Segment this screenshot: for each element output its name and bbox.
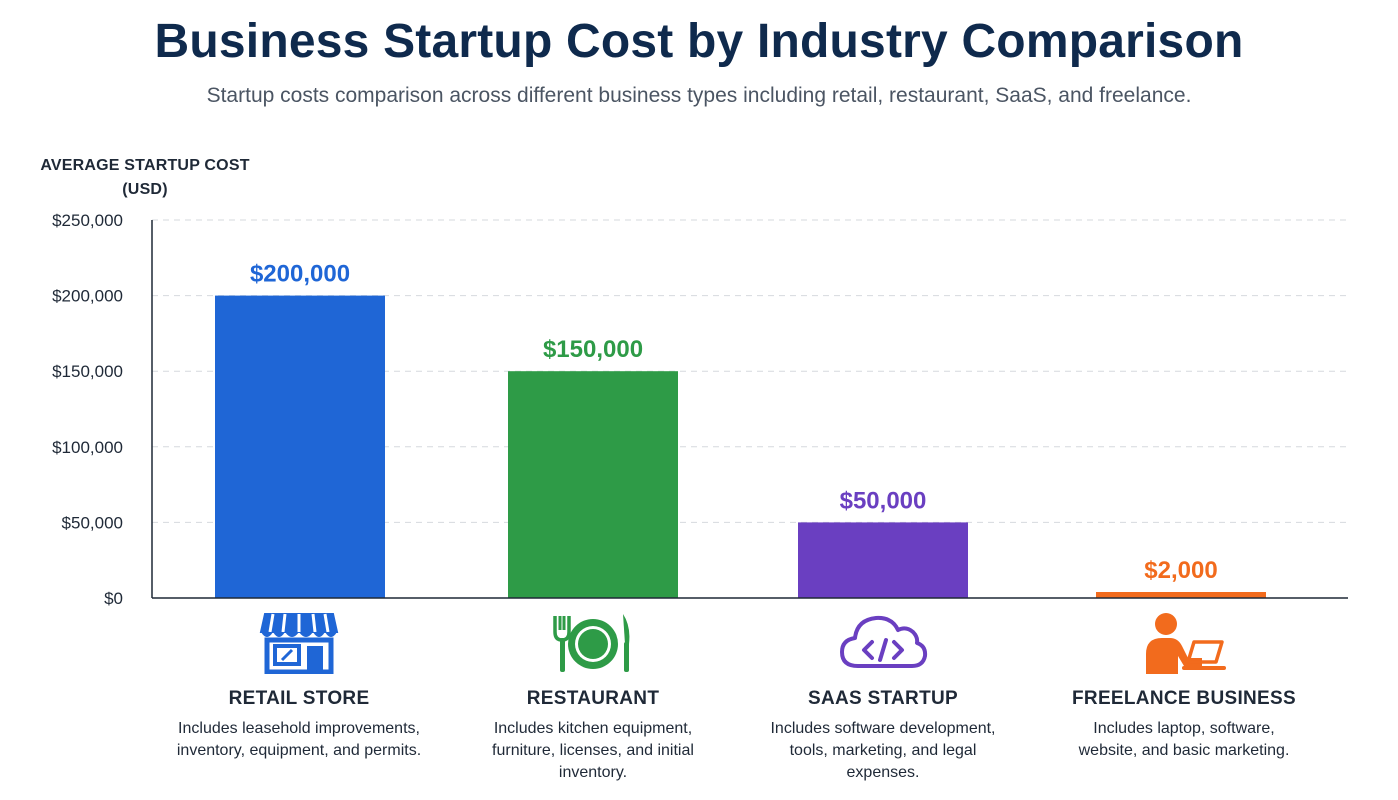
- category-name: SAAS STARTUP: [808, 688, 958, 709]
- bar-value-label: $200,000: [250, 261, 350, 288]
- category-saas: SAAS STARTUP Includes software developme…: [733, 612, 1033, 784]
- bar: [215, 295, 385, 598]
- freelancer-laptop-icon: [1146, 613, 1226, 674]
- category-freelance: FREELANCE BUSINESS Includes laptop, soft…: [1034, 612, 1334, 762]
- category-retail: RETAIL STORE Includes leasehold improvem…: [149, 612, 449, 762]
- y-tick-label: $150,000: [52, 362, 123, 381]
- dining-plate-icon: [553, 614, 630, 672]
- chart-subtitle: Startup costs comparison across differen…: [206, 84, 1192, 107]
- cloud-code-icon: [840, 615, 928, 668]
- category-description: Includes leasehold improvements, invento…: [176, 720, 422, 759]
- bar-value-label: $50,000: [840, 487, 927, 514]
- y-tick-label: $200,000: [52, 287, 123, 306]
- bar-value-label: $2,000: [1144, 557, 1217, 584]
- storefront-icon: [259, 613, 339, 674]
- category-description: Includes kitchen equipment, furniture, l…: [492, 720, 694, 781]
- bar: [798, 522, 968, 598]
- y-tick-label: $250,000: [52, 211, 123, 230]
- bar: [1096, 592, 1266, 598]
- category-name: RESTAURANT: [526, 688, 660, 709]
- category-description: Includes laptop, software, website, and …: [1078, 720, 1290, 759]
- category-restaurant: RESTAURANT Includes kitchen equipment, f…: [443, 612, 743, 784]
- bar-value-label: $150,000: [543, 336, 643, 363]
- y-axis-label: AVERAGE STARTUP COST (USD): [40, 157, 250, 198]
- category-name: FREELANCE BUSINESS: [1072, 688, 1296, 709]
- category-name: RETAIL STORE: [228, 688, 370, 709]
- bar: [508, 371, 678, 598]
- y-tick-label: $0: [104, 589, 123, 608]
- chart-title: Business Startup Cost by Industry Compar…: [154, 15, 1244, 68]
- y-tick-label: $100,000: [52, 438, 123, 457]
- category-description: Includes software development, tools, ma…: [770, 720, 996, 781]
- y-tick-label: $50,000: [62, 513, 123, 532]
